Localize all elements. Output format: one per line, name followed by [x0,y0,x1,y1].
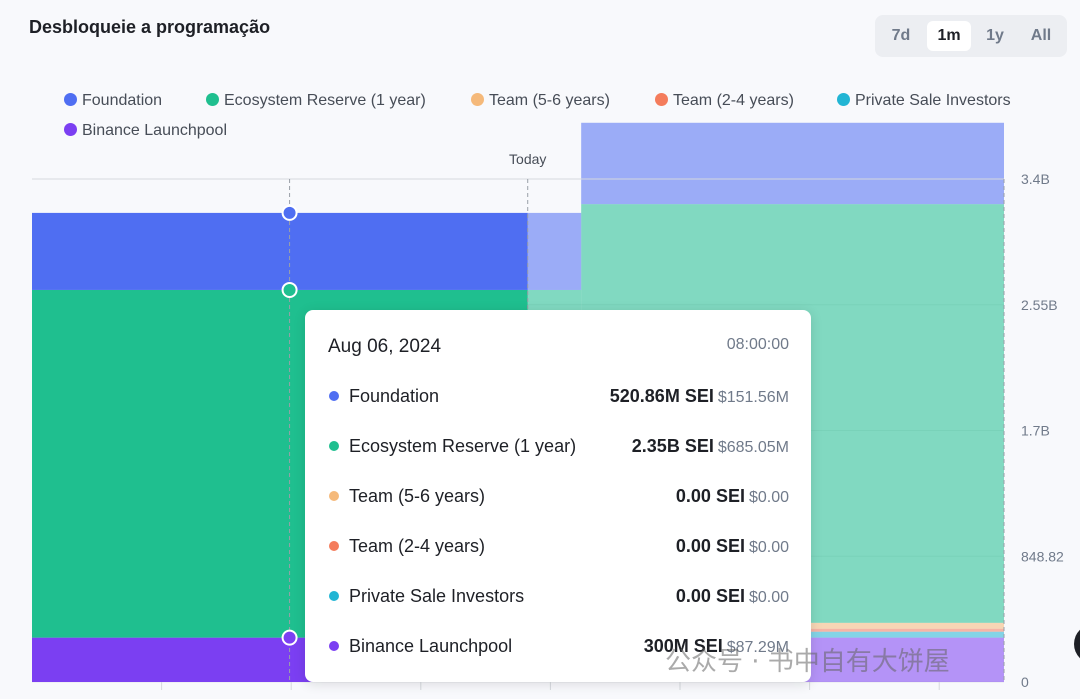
legend-item-ecosystem-reserve[interactable]: Ecosystem Reserve (1 year) [206,91,426,111]
legend-dot-icon [64,93,77,106]
range-all-button[interactable]: All [1030,27,1052,44]
tooltip-row: Binance Launchpool 300M SEI $87.29M [305,634,811,658]
series-dot-icon [329,591,339,601]
tooltip-amount: 0.00 SEI [675,536,745,556]
hover-point [281,629,298,646]
tooltip-amount: 2.35B SEI [631,436,714,456]
range-7d-button[interactable]: 7d [891,27,911,44]
tooltip-series-name: Binance Launchpool [349,636,513,656]
legend-label: Team (5-6 years) [489,92,610,109]
tooltip-series-name: Team (5-6 years) [349,486,486,506]
tooltip-amount: 0.00 SEI [675,486,745,506]
watermark: 公众号 · 书中自有大饼屋 [665,647,950,677]
series-dot-icon [329,541,339,551]
tooltip-date: Aug 06, 2024 [328,336,442,357]
y-tick-label: 0 [1021,674,1029,690]
tooltip-series-name: Foundation [349,386,440,406]
legend-dot-icon [471,93,484,106]
area-past-foundation [32,212,528,290]
tooltip-usd: $0.00 [748,589,789,606]
tooltip-amount: 520.86M SEI [609,386,714,406]
tooltip-series-name: Private Sale Investors [349,586,525,606]
tooltip-series-name: Ecosystem Reserve (1 year) [349,436,577,456]
area-projected-foundation [527,212,582,290]
series-dot-icon [329,491,339,501]
tooltip-row: Foundation 520.86M SEI $151.56M [305,384,811,408]
y-tick-label: 848.82 [1021,548,1064,564]
legend-item-team-2-4-years[interactable]: Team (2-4 years) [655,91,794,111]
range-1y-button[interactable]: 1y [986,27,1004,44]
legend-label: Foundation [82,92,163,109]
legend-dot-icon [64,123,77,136]
hover-point [281,204,298,221]
tooltip-series-name: Team (2-4 years) [349,536,486,556]
tooltip-amount: 300M SEI [643,636,723,656]
tooltip-usd: $87.29M [726,639,789,656]
chart-title: Desbloqueie a programação [29,17,271,37]
tooltip-usd: $0.00 [748,539,789,556]
tooltip-time: 08:00:00 [726,336,789,353]
area-future-foundation [581,122,1004,205]
legend-item-private-sale-investors[interactable]: Private Sale Investors [837,91,1011,111]
tooltip-row: Private Sale Investors 0.00 SEI $0.00 [305,584,811,608]
today-label: Today [509,151,546,167]
legend-dot-icon [837,93,850,106]
floating-action-button[interactable] [1074,624,1080,664]
series-dot-icon [329,641,339,651]
tooltip-row: Team (2-4 years) 0.00 SEI $0.00 [305,534,811,558]
y-tick-label: 2.55B [1021,297,1058,313]
legend-dot-icon [206,93,219,106]
tooltip-usd: $685.05M [717,439,789,456]
series-dot-icon [329,441,339,451]
legend-label: Private Sale Investors [855,92,1011,109]
tooltip-usd: $0.00 [748,489,789,506]
tooltip-usd: $151.56M [717,389,789,406]
tooltip-row: Ecosystem Reserve (1 year) 2.35B SEI $685… [305,434,811,458]
y-tick-label: 3.4B [1021,171,1050,187]
legend-label: Binance Launchpool [82,122,228,139]
hover-tooltip: Aug 06, 2024 08:00:00 Foundation 520.86M… [305,310,811,682]
legend-label: Team (2-4 years) [673,92,794,109]
legend-item-foundation[interactable]: Foundation [64,91,162,111]
range-1m-button[interactable]: 1m [927,21,971,51]
legend-dot-icon [655,93,668,106]
legend-item-team-5-6-years[interactable]: Team (5-6 years) [471,91,610,111]
hover-point [281,281,298,298]
legend-label: Ecosystem Reserve (1 year) [224,92,426,109]
series-dot-icon [329,391,339,401]
tooltip-amount: 0.00 SEI [675,586,745,606]
time-range-selector: 7d 1m 1y All [875,15,1067,57]
legend-item-binance-launchpool[interactable]: Binance Launchpool [64,121,227,141]
tooltip-row: Team (5-6 years) 0.00 SEI $0.00 [305,484,811,508]
y-tick-label: 1.7B [1021,423,1050,439]
